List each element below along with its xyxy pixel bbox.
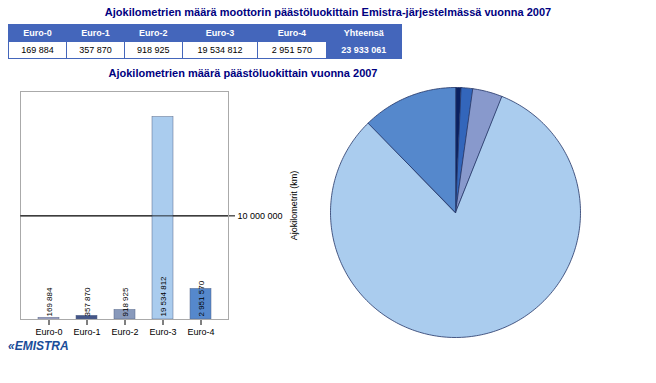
html-text:Yhteensä: Yhteensä — [343, 28, 384, 38]
html-text:Ajokilometrien määrä moottorin: Ajokilometrien määrä moottorin päästöluo… — [104, 6, 552, 18]
svg-text:357 870: 357 870 — [83, 287, 92, 316]
svg-text:Euro-0: Euro-0 — [35, 327, 62, 337]
html-text:Euro-0: Euro-0 — [23, 28, 52, 38]
svg-text:2 951 570: 2 951 570 — [197, 280, 206, 316]
svg-text:Euro-1: Euro-1 — [73, 327, 100, 337]
svg-text:10 000 000: 10 000 000 — [238, 211, 283, 221]
html-text:Euro-2: Euro-2 — [139, 28, 168, 38]
svg-text:Ajokilometrit (km): Ajokilometrit (km) — [289, 171, 299, 241]
html-text:2 951 570: 2 951 570 — [271, 45, 312, 55]
html-text:Ajokilometrien määrä päästöluo: Ajokilometrien määrä päästöluokittain vu… — [108, 67, 378, 79]
svg-text:19 534 812: 19 534 812 — [159, 276, 168, 317]
html-text:23 933 061: 23 933 061 — [341, 45, 387, 55]
html-text:Euro-4: Euro-4 — [277, 28, 307, 38]
html-text:357 870: 357 870 — [79, 45, 112, 55]
svg-text:918 925: 918 925 — [121, 287, 130, 316]
svg-text:Euro-4: Euro-4 — [187, 327, 214, 337]
html-text:Euro-1: Euro-1 — [81, 28, 110, 38]
html-text:19 534 812: 19 534 812 — [197, 45, 243, 55]
svg-text:Euro-2: Euro-2 — [111, 327, 138, 337]
html-text:«EMISTRA: «EMISTRA — [8, 339, 69, 353]
svg-text:Euro-3: Euro-3 — [149, 327, 176, 337]
html-text:Euro-3: Euro-3 — [205, 28, 235, 38]
html-text:169 884: 169 884 — [21, 45, 54, 55]
html-text:918 925: 918 925 — [137, 45, 170, 55]
svg-text:169 884: 169 884 — [45, 287, 54, 316]
